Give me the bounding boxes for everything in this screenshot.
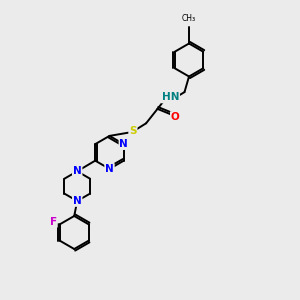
Text: HN: HN	[162, 92, 179, 103]
Text: CH₃: CH₃	[182, 14, 196, 23]
Text: N: N	[73, 196, 82, 206]
Text: S: S	[129, 126, 137, 136]
Text: O: O	[171, 112, 180, 122]
Text: N: N	[73, 166, 82, 176]
Text: F: F	[50, 217, 57, 227]
Text: N: N	[105, 164, 114, 174]
Text: N: N	[119, 139, 128, 149]
